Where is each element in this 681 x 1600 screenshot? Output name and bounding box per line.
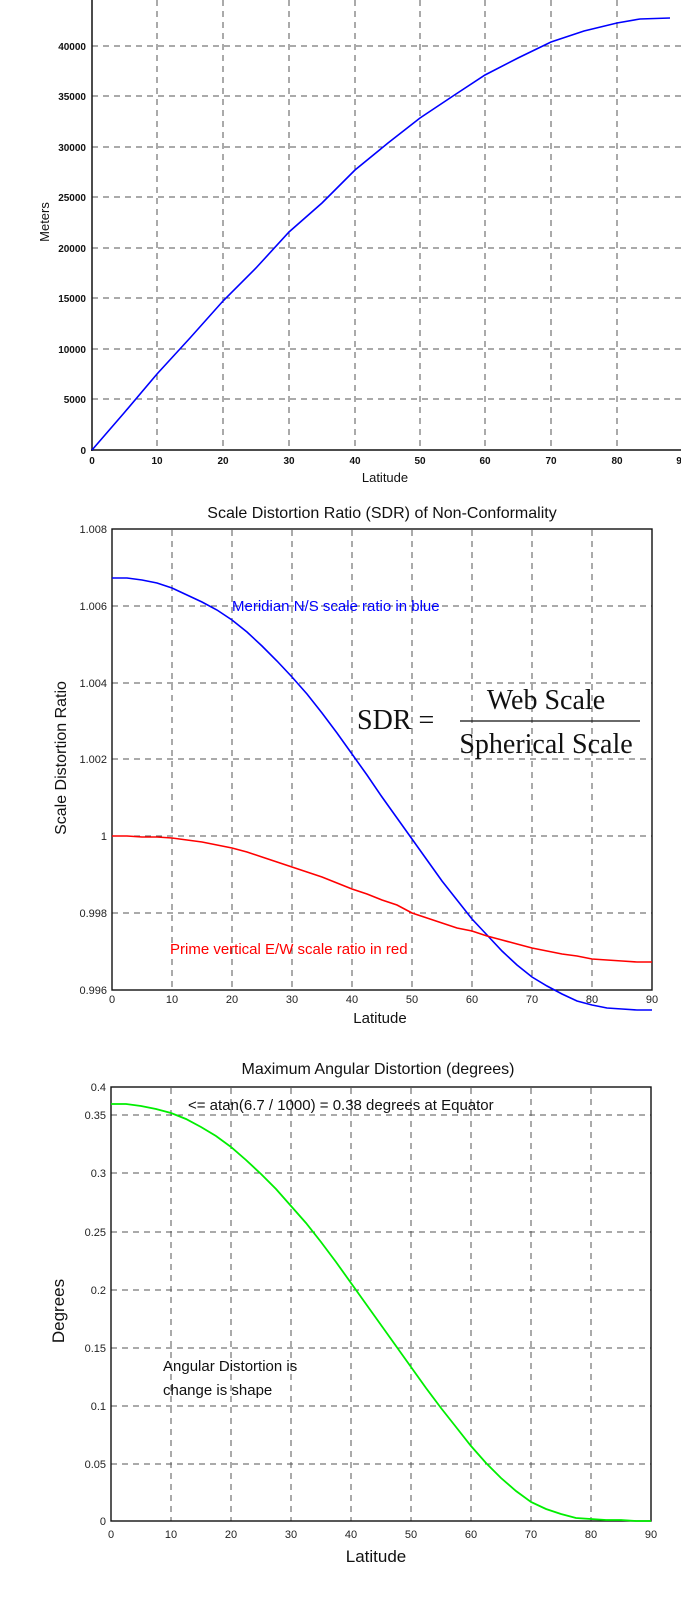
chart3-x-ticks: 0 10 20 30 40 50 60 70 80 90 — [108, 1529, 657, 1541]
chart-sdr: Scale Distortion Ratio (SDR) of Non-Conf… — [53, 505, 658, 1027]
svg-text:1.002: 1.002 — [79, 754, 107, 766]
chart2-line-primevertical-red — [112, 835, 652, 963]
svg-text:0: 0 — [89, 456, 95, 467]
svg-text:1.004: 1.004 — [79, 678, 107, 690]
chart1-y-ticks: 0 5000 10000 15000 20000 25000 30000 350… — [58, 42, 86, 457]
svg-text:15000: 15000 — [58, 294, 86, 305]
svg-text:10: 10 — [165, 1529, 177, 1541]
svg-text:70: 70 — [545, 456, 557, 467]
svg-text:0: 0 — [108, 1529, 114, 1541]
svg-text:5000: 5000 — [64, 395, 87, 406]
svg-text:20: 20 — [226, 994, 238, 1006]
chart3-line-angular-green — [111, 1103, 651, 1522]
svg-text:50: 50 — [406, 994, 418, 1006]
chart2-line-meridian-blue — [112, 577, 652, 1011]
chart3-grid — [111, 1088, 651, 1521]
chart1-grid — [92, 0, 681, 450]
svg-text:0.35: 0.35 — [85, 1110, 106, 1122]
svg-text:20: 20 — [225, 1529, 237, 1541]
chart3-title: Maximum Angular Distortion (degrees) — [242, 1061, 515, 1078]
svg-text:0.4: 0.4 — [91, 1082, 106, 1094]
svg-text:40: 40 — [349, 456, 361, 467]
svg-text:40: 40 — [345, 1529, 357, 1541]
svg-text:40: 40 — [346, 994, 358, 1006]
svg-text:0.996: 0.996 — [79, 985, 107, 997]
svg-text:0: 0 — [109, 994, 115, 1006]
svg-text:80: 80 — [611, 456, 623, 467]
svg-text:10000: 10000 — [58, 345, 86, 356]
svg-text:SDR =: SDR = — [357, 705, 434, 736]
svg-text:30: 30 — [283, 456, 295, 467]
svg-text:80: 80 — [585, 1529, 597, 1541]
svg-text:20000: 20000 — [58, 244, 86, 255]
svg-text:0: 0 — [100, 1516, 106, 1528]
chart2-y-ticks: 0.996 0.998 1 1.002 1.004 1.006 1.008 — [79, 524, 107, 997]
svg-text:Spherical Scale: Spherical Scale — [459, 729, 632, 760]
svg-text:60: 60 — [479, 456, 491, 467]
svg-text:60: 60 — [466, 994, 478, 1006]
svg-text:0.998: 0.998 — [79, 908, 107, 920]
chart1-y-label: Meters — [37, 202, 52, 242]
svg-text:35000: 35000 — [58, 92, 86, 103]
svg-text:1: 1 — [101, 831, 107, 843]
chart-meters: 0 5000 10000 15000 20000 25000 30000 350… — [37, 0, 681, 485]
chart2-title: Scale Distortion Ratio (SDR) of Non-Conf… — [207, 505, 556, 522]
chart2-y-label: Scale Distortion Ratio — [53, 681, 70, 835]
svg-text:10: 10 — [151, 456, 163, 467]
chart2-annotation-blue: Meridian N/S scale ratio in blue — [232, 598, 440, 615]
svg-text:90: 90 — [646, 994, 658, 1006]
chart3-annotation-line2: change is shape — [163, 1382, 272, 1399]
chart2-annotation-red: Prime vertical E/W scale ratio in red — [170, 941, 408, 958]
svg-text:1.006: 1.006 — [79, 601, 107, 613]
chart2-grid — [112, 530, 652, 990]
svg-text:50: 50 — [405, 1529, 417, 1541]
svg-text:90: 90 — [645, 1529, 657, 1541]
svg-text:40000: 40000 — [58, 42, 86, 53]
chart3-plot-frame — [110, 1086, 652, 1522]
svg-text:0.3: 0.3 — [91, 1168, 106, 1180]
svg-text:50: 50 — [414, 456, 426, 467]
chart3-y-ticks: 0 0.05 0.1 0.15 0.2 0.25 0.3 0.35 0.4 — [85, 1082, 106, 1528]
svg-text:0.1: 0.1 — [91, 1401, 106, 1413]
svg-text:0: 0 — [80, 446, 86, 457]
svg-text:70: 70 — [525, 1529, 537, 1541]
chart2-plot-frame — [111, 528, 653, 991]
chart3-annotation-line1: Angular Distortion is — [163, 1358, 297, 1375]
chart-angular-distortion: Maximum Angular Distortion (degrees) <= … — [49, 1061, 657, 1566]
svg-text:0.25: 0.25 — [85, 1227, 106, 1239]
chart2-x-label: Latitude — [353, 1010, 406, 1027]
svg-text:30: 30 — [285, 1529, 297, 1541]
chart1-line-meters — [91, 17, 671, 451]
svg-text:70: 70 — [526, 994, 538, 1006]
svg-text:9: 9 — [676, 456, 681, 467]
chart2-formula: SDR = Web Scale Spherical Scale — [357, 685, 640, 760]
svg-text:25000: 25000 — [58, 193, 86, 204]
svg-text:80: 80 — [586, 994, 598, 1006]
svg-text:0.2: 0.2 — [91, 1285, 106, 1297]
svg-text:0.05: 0.05 — [85, 1459, 106, 1471]
chart3-y-label: Degrees — [49, 1279, 68, 1343]
svg-text:10: 10 — [166, 994, 178, 1006]
svg-text:30000: 30000 — [58, 143, 86, 154]
svg-text:60: 60 — [465, 1529, 477, 1541]
svg-text:30: 30 — [286, 994, 298, 1006]
svg-text:0.15: 0.15 — [85, 1343, 106, 1355]
svg-text:1.008: 1.008 — [79, 524, 107, 536]
chart2-x-ticks: 0 10 20 30 40 50 60 70 80 90 — [109, 994, 658, 1006]
chart1-x-ticks: 0 10 20 30 40 50 60 70 80 9 — [89, 456, 681, 467]
chart3-x-label: Latitude — [346, 1547, 407, 1566]
svg-text:20: 20 — [217, 456, 229, 467]
chart3-annotation-equator: <= atan(6.7 / 1000) = 0.38 degrees at Eq… — [188, 1097, 494, 1114]
chart1-x-label: Latitude — [362, 470, 408, 485]
svg-text:Web Scale: Web Scale — [487, 685, 605, 716]
